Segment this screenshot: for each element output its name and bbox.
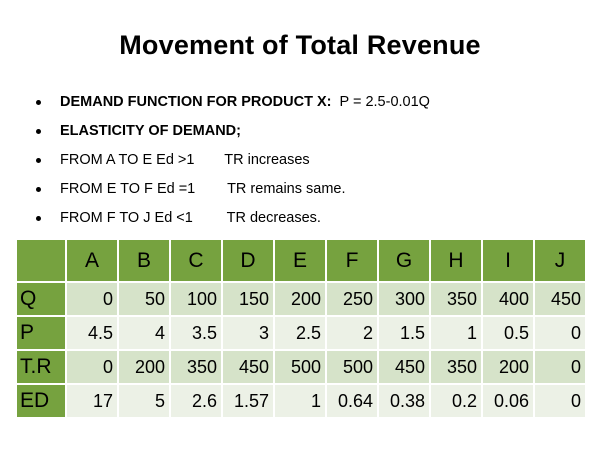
table-cell: 2	[325, 315, 379, 351]
bullet-item: FROM F TO J Ed <1 TR decreases.	[36, 206, 430, 235]
table-cell: 200	[273, 281, 327, 317]
table-cell: 100	[169, 281, 223, 317]
table-corner-cell	[15, 238, 67, 283]
table-cell: 0.2	[429, 383, 483, 419]
table-cell: 0	[65, 281, 119, 317]
table-row: Q 0 50 100 150 200 250 300 350 400 450	[15, 281, 587, 317]
bullet-icon	[36, 100, 41, 105]
column-header: D	[221, 238, 275, 283]
table-cell: 0.38	[377, 383, 431, 419]
table-row: P 4.5 4 3.5 3 2.5 2 1.5 1 0.5 0	[15, 315, 587, 351]
table-cell: 350	[169, 349, 223, 385]
bullet-item: ELASTICITY OF DEMAND;	[36, 119, 430, 148]
bullet-list: DEMAND FUNCTION FOR PRODUCT X: P = 2.5-0…	[36, 90, 430, 235]
column-header: E	[273, 238, 327, 283]
bullet-text: P = 2.5-0.01Q	[339, 94, 430, 110]
column-header: C	[169, 238, 223, 283]
bullet-item: FROM E TO F Ed =1 TR remains same.	[36, 177, 430, 206]
column-header: J	[533, 238, 587, 283]
column-header: I	[481, 238, 535, 283]
table-cell: 0.5	[481, 315, 535, 351]
table-cell: 3.5	[169, 315, 223, 351]
table-cell: 450	[221, 349, 275, 385]
bullet-bold-text: DEMAND FUNCTION FOR PRODUCT X:	[60, 94, 332, 110]
table-cell: 200	[117, 349, 171, 385]
table-cell: 0	[533, 315, 587, 351]
table-cell: 1.57	[221, 383, 275, 419]
table-cell: 0	[65, 349, 119, 385]
table-cell: 0.06	[481, 383, 535, 419]
row-header: ED	[15, 383, 67, 419]
column-header: G	[377, 238, 431, 283]
row-header: P	[15, 315, 67, 351]
table-cell: 0.64	[325, 383, 379, 419]
table-cell: 4	[117, 315, 171, 351]
bullet-text-secondary: TR remains same.	[227, 181, 346, 197]
column-header: H	[429, 238, 483, 283]
column-header: A	[65, 238, 119, 283]
bullet-text: FROM F TO J Ed <1	[60, 210, 193, 226]
table-row: T.R 0 200 350 450 500 500 450 350 200 0	[15, 349, 587, 385]
bullet-text: FROM A TO E Ed >1	[60, 152, 195, 168]
table-cell: 400	[481, 281, 535, 317]
table-cell: 500	[273, 349, 327, 385]
bullet-icon	[36, 158, 41, 163]
table-cell: 3	[221, 315, 275, 351]
table-cell: 4.5	[65, 315, 119, 351]
table-cell: 150	[221, 281, 275, 317]
bullet-item: DEMAND FUNCTION FOR PRODUCT X: P = 2.5-0…	[36, 90, 430, 119]
bullet-bold-text: ELASTICITY OF DEMAND;	[60, 123, 241, 139]
table-cell: 1.5	[377, 315, 431, 351]
table-cell: 200	[481, 349, 535, 385]
table-cell: 300	[377, 281, 431, 317]
column-header: F	[325, 238, 379, 283]
table-cell: 2.6	[169, 383, 223, 419]
table-cell: 50	[117, 281, 171, 317]
bullet-icon	[36, 216, 41, 221]
revenue-table: A B C D E F G H I J Q 0 50 100 150 200 2…	[15, 238, 587, 419]
bullet-item: FROM A TO E Ed >1 TR increases	[36, 148, 430, 177]
table-header-row: A B C D E F G H I J	[15, 238, 587, 283]
table-cell: 0	[533, 383, 587, 419]
table-cell: 0	[533, 349, 587, 385]
row-header: Q	[15, 281, 67, 317]
table-cell: 5	[117, 383, 171, 419]
bullet-text-secondary: TR increases	[224, 152, 310, 168]
column-header: B	[117, 238, 171, 283]
bullet-text-secondary: TR decreases.	[226, 210, 321, 226]
bullet-icon	[36, 187, 41, 192]
bullet-text: FROM E TO F Ed =1	[60, 181, 196, 197]
table-row: ED 17 5 2.6 1.57 1 0.64 0.38 0.2 0.06 0	[15, 383, 587, 419]
table-cell: 500	[325, 349, 379, 385]
table-cell: 250	[325, 281, 379, 317]
table-cell: 17	[65, 383, 119, 419]
row-header: T.R	[15, 349, 67, 385]
bullet-icon	[36, 129, 41, 134]
table-cell: 350	[429, 349, 483, 385]
table-cell: 350	[429, 281, 483, 317]
table-cell: 1	[273, 383, 327, 419]
table-cell: 450	[533, 281, 587, 317]
table-cell: 1	[429, 315, 483, 351]
table-cell: 450	[377, 349, 431, 385]
slide-title: Movement of Total Revenue	[119, 30, 481, 60]
table-cell: 2.5	[273, 315, 327, 351]
